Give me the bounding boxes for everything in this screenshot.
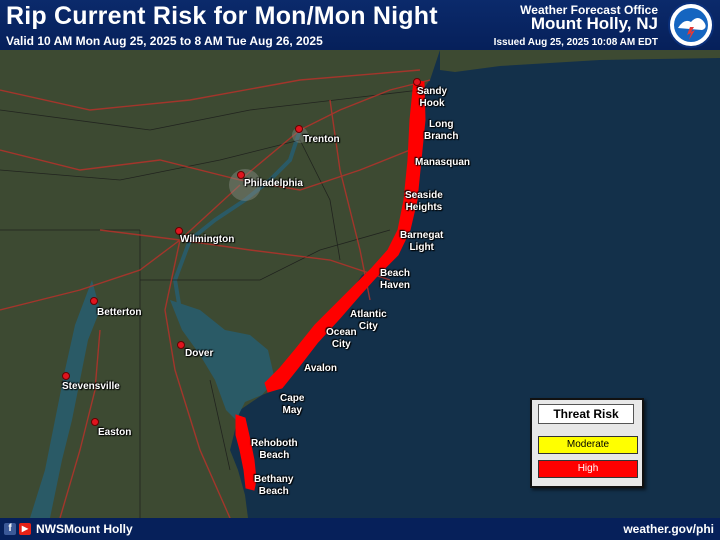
- city-dot-dover: [177, 341, 185, 349]
- footer-bar: f ▶ NWSMount Holly weather.gov/phi: [0, 518, 720, 540]
- beach-label-barnegat-light: Barnegat Light: [400, 230, 444, 253]
- city-label-wilmington: Wilmington: [180, 234, 235, 245]
- city-label-stevensville: Stevensville: [62, 381, 120, 392]
- delaware-river: [172, 129, 302, 311]
- beach-label-avalon: Avalon: [304, 363, 337, 374]
- high-risk-nj-coast: [264, 79, 426, 393]
- long-island-land: [440, 50, 720, 72]
- city-dot-trenton: [295, 125, 303, 133]
- legend-swatch-high: High: [538, 460, 638, 478]
- beach-label-atlantic-city: Atlantic City: [350, 309, 387, 332]
- beach-label-sandy-hook: Sandy Hook: [417, 86, 448, 109]
- issued-time: Issued Aug 25, 2025 10:08 AM EDT: [493, 37, 658, 48]
- header-bar: Rip Current Risk for Mon/Mon Night Valid…: [0, 0, 720, 50]
- legend: Threat Risk Moderate High: [530, 398, 644, 488]
- city-dot-stevensville: [62, 372, 70, 380]
- city-dot-philadelphia: [237, 171, 245, 179]
- high-risk-de-coast: [235, 414, 257, 491]
- social-links: f ▶ NWSMount Holly: [4, 522, 133, 536]
- beach-label-manasquan: Manasquan: [415, 157, 471, 168]
- website-link[interactable]: weather.gov/phi: [623, 522, 714, 536]
- beach-label-long-branch: Long Branch: [424, 119, 459, 142]
- city-dot-betterton: [90, 297, 98, 305]
- office-label: Weather Forecast Office: [520, 3, 658, 17]
- legend-title: Threat Risk: [538, 404, 634, 424]
- beach-label-cape-may: Cape May: [280, 393, 305, 416]
- chesapeake-bay: [30, 280, 100, 518]
- map-title: Rip Current Risk for Mon/Mon Night: [6, 2, 438, 30]
- facebook-icon[interactable]: f: [4, 523, 16, 535]
- high-risk-zones: [235, 79, 426, 491]
- legend-swatch-moderate: Moderate: [538, 436, 638, 454]
- land-mass: [0, 50, 440, 518]
- city-label-easton: Easton: [98, 427, 132, 438]
- county-borders: [0, 89, 421, 518]
- beach-label-bethany-beach: Bethany Beach: [254, 474, 294, 497]
- valid-period: Valid 10 AM Mon Aug 25, 2025 to 8 AM Tue…: [6, 34, 323, 48]
- social-handle[interactable]: NWSMount Holly: [36, 522, 133, 536]
- beach-label-beach-haven: Beach Haven: [380, 268, 411, 291]
- city-dot-wilmington: [175, 227, 183, 235]
- city-label-betterton: Betterton: [97, 307, 142, 318]
- nws-logo: [668, 2, 714, 48]
- beach-dot-sandy-hook: [413, 78, 421, 86]
- youtube-icon[interactable]: ▶: [19, 523, 31, 535]
- beach-label-rehoboth-beach: Rehoboth Beach: [251, 438, 298, 461]
- beach-label-seaside-heights: Seaside Heights: [405, 190, 443, 213]
- city-dot-easton: [91, 418, 99, 426]
- office-name: Mount Holly, NJ: [530, 14, 658, 33]
- city-label-philadelphia: Philadelphia: [244, 178, 303, 189]
- delaware-bay: [170, 300, 275, 420]
- beach-label-ocean-city: Ocean City: [326, 327, 357, 350]
- map-area: [0, 50, 720, 518]
- city-label-trenton: Trenton: [303, 134, 340, 145]
- city-label-dover: Dover: [185, 348, 214, 359]
